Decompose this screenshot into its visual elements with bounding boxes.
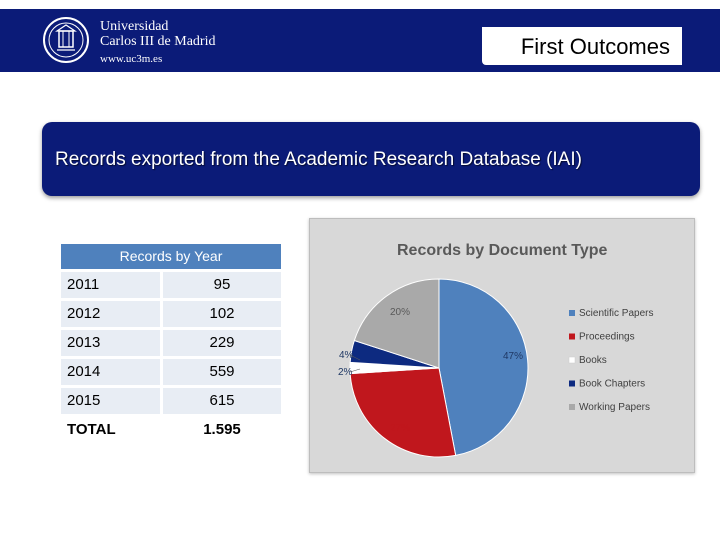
legend-swatch (569, 404, 575, 410)
section-banner: Records exported from the Academic Resea… (42, 122, 700, 196)
chart-title: Records by Document Type (397, 242, 608, 259)
legend-swatch (569, 310, 575, 316)
count-cell: 615 (163, 388, 281, 414)
pie-chart-svg: Records by Document Type 47% 27% 2% 4% 20% Sci… (338, 242, 653, 458)
table-header: Records by Year (61, 244, 281, 269)
logo-line-name: Carlos III de Madrid (100, 34, 216, 49)
header-title-panel (482, 27, 682, 65)
table-total-row: TOTAL 1.595 (61, 417, 281, 443)
document-type-chart: Records by Document Type 47% 27% 2% 4% 20% Sci… (309, 218, 695, 473)
year-cell: 2011 (61, 272, 160, 298)
count-cell: 229 (163, 330, 281, 356)
logo-line-website: www.uc3m.es (100, 53, 163, 65)
table-row: 2013 229 (61, 330, 281, 356)
year-cell: 2014 (61, 359, 160, 385)
table-row: 2014 559 (61, 359, 281, 385)
year-cell: 2015 (61, 388, 160, 414)
count-cell: 102 (163, 301, 281, 327)
records-by-year-table: Records by Year 2011 95 2012 102 2013 22… (61, 244, 281, 443)
legend-entry: Book Chapters (579, 379, 645, 390)
page-title: First Outcomes (520, 34, 670, 59)
leader-line (349, 368, 361, 373)
count-cell: 95 (163, 272, 281, 298)
legend-swatch (569, 333, 575, 340)
table-row: 2011 95 (61, 272, 281, 298)
university-logo-text: Universidad Carlos III de Madrid www.uc3… (100, 19, 215, 67)
university-seal-icon (43, 17, 89, 63)
legend-entry: Proceedings (579, 332, 635, 343)
legend-entry: Working Papers (579, 402, 650, 413)
header-bar: Universidad Carlos III de Madrid www.uc3… (0, 9, 720, 72)
banner-text: Records exported from the Academic Resea… (55, 149, 582, 170)
year-cell: 2012 (61, 301, 160, 327)
table-row: 2012 102 (61, 301, 281, 327)
pie-data-label: 20% (390, 307, 410, 318)
table-row: 2015 615 (61, 388, 281, 414)
legend-entry: Books (579, 355, 607, 366)
year-cell: 2013 (61, 330, 160, 356)
legend-entry: Scientific Papers (579, 308, 653, 319)
pie-data-label: 47% (503, 351, 523, 362)
pie-slice-proceedings (349, 367, 457, 458)
pie-slice-working-papers (353, 278, 440, 369)
legend-swatch (568, 356, 576, 364)
total-label-cell: TOTAL (61, 417, 160, 443)
pie-slice-scientific-papers (438, 278, 529, 457)
pie-data-label: 27% (390, 423, 410, 434)
count-cell: 559 (163, 359, 281, 385)
leader-line (349, 354, 361, 361)
logo-line-university: Universidad (100, 19, 169, 34)
legend-swatch (569, 380, 575, 387)
pie-data-label: 2% (338, 367, 353, 378)
pie-data-label: 4% (339, 350, 354, 361)
total-count-cell: 1.595 (163, 417, 281, 443)
